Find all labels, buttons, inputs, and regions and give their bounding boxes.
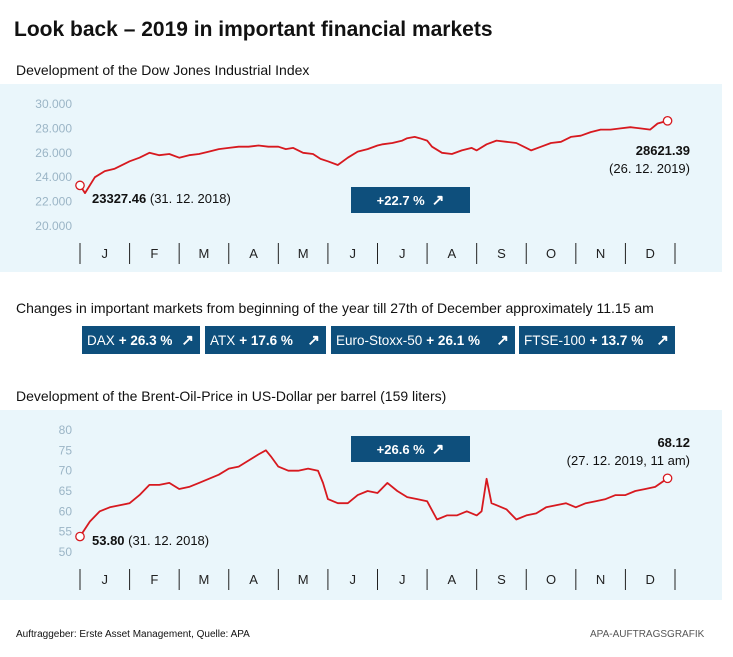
oil-month-label: A — [249, 572, 258, 587]
oil-change-badge: +26.6 % ↗ — [351, 436, 470, 462]
dow-change-badge: +22.7 % ↗ — [351, 187, 470, 213]
oil-y-tick-label: 75 — [59, 443, 73, 457]
market-name: FTSE-100 — [524, 332, 586, 348]
dow-start-point — [75, 180, 85, 191]
oil-end-label: 68.12 (27. 12. 2019, 11 am) — [520, 434, 690, 470]
oil-y-tick-label: 60 — [59, 504, 73, 518]
oil-month-label: N — [596, 572, 605, 587]
dow-end-value: 28621.39 — [635, 143, 690, 158]
oil-month-label: S — [497, 572, 506, 587]
market-change: + 13.7 % — [589, 332, 644, 348]
oil-month-label: A — [448, 572, 457, 587]
dow-month-label: O — [546, 246, 556, 261]
dow-month-label: A — [249, 246, 258, 261]
dow-change-value: +22.7 % — [376, 192, 425, 208]
arrow-up-right-icon: ↗ — [181, 332, 194, 349]
oil-y-tick-label: 70 — [59, 464, 73, 478]
oil-end-point — [662, 473, 673, 484]
market-badge-atx: ATX + 17.6 % ↗ — [205, 326, 326, 354]
dow-y-tick-label: 24.000 — [35, 170, 72, 184]
oil-end-value: 68.12 — [657, 435, 690, 450]
market-change: + 26.1 % — [426, 332, 480, 348]
dow-month-label: M — [199, 246, 210, 261]
dow-end-label: 28621.39 (26. 12. 2019) — [560, 142, 690, 178]
oil-y-tick-label: 55 — [59, 525, 73, 539]
market-badge-ftse: FTSE-100 + 13.7 % ↗ — [519, 326, 675, 354]
footer-source: Auftraggeber: Erste Asset Management, Qu… — [16, 629, 250, 640]
oil-y-tick-label: 80 — [59, 423, 73, 437]
oil-end-date: (27. 12. 2019, 11 am) — [566, 453, 690, 468]
oil-start-point — [75, 531, 85, 542]
dow-month-label: A — [448, 246, 457, 261]
dow-month-label: N — [596, 246, 605, 261]
footer-credit: APA-AUFTRAGSGRAFIK — [590, 629, 705, 640]
oil-y-tick-label: 65 — [59, 484, 73, 498]
page-title: Look back – 2019 in important financial … — [14, 18, 493, 41]
arrow-up-right-icon: ↗ — [496, 332, 509, 349]
dow-start-label: 23327.46 (31. 12. 2018) — [92, 191, 231, 206]
dow-y-tick-label: 20.000 — [35, 219, 72, 233]
oil-month-label: J — [102, 572, 109, 587]
dow-chart: 30.000 28.000 26.000 24.000 22.000 20.000 J F M A… — [35, 97, 676, 264]
dow-month-label: J — [349, 246, 356, 261]
oil-change-value: +26.6 % — [376, 441, 425, 457]
oil-month-label: M — [199, 572, 210, 587]
dow-end-point — [662, 115, 673, 126]
dow-month-label: D — [646, 246, 655, 261]
oil-month-label: O — [546, 572, 556, 587]
dow-y-tick-label: 28.000 — [35, 121, 72, 135]
oil-month-label: M — [298, 572, 309, 587]
market-name: Euro-Stoxx-50 — [336, 332, 423, 348]
oil-subtitle: Development of the Brent-Oil-Price in US… — [16, 388, 447, 404]
dow-chart-panel — [0, 84, 722, 272]
market-badge-dax: DAX + 26.3 % ↗ — [82, 326, 200, 354]
arrow-up-right-icon: ↗ — [431, 192, 445, 209]
dow-y-tick-label: 30.000 — [35, 97, 72, 111]
oil-chart: 80 75 70 65 60 55 50 J F M A M J J A S O N D — [59, 423, 676, 590]
market-name: DAX — [87, 332, 115, 348]
oil-y-tick-label: 50 — [59, 545, 73, 559]
dow-y-tick-label: 26.000 — [35, 146, 72, 160]
dow-month-label: F — [150, 246, 158, 261]
oil-start-date: (31. 12. 2018) — [128, 533, 210, 548]
dow-end-date: (26. 12. 2019) — [609, 161, 690, 176]
dow-month-label: M — [298, 246, 309, 261]
oil-start-value: 53.80 — [92, 533, 125, 548]
market-change: + 17.6 % — [239, 332, 293, 348]
dow-y-tick-label: 22.000 — [35, 195, 72, 209]
dow-subtitle: Development of the Dow Jones Industrial … — [16, 62, 310, 78]
markets-heading: Changes in important markets from beginn… — [16, 300, 654, 316]
dow-start-date: (31. 12. 2018) — [149, 191, 231, 206]
arrow-up-right-icon: ↗ — [431, 441, 445, 458]
oil-series-line — [79, 449, 669, 537]
market-name: ATX — [210, 332, 236, 348]
dow-series-line — [79, 119, 668, 194]
oil-start-label: 53.80 (31. 12. 2018) — [92, 533, 209, 548]
dow-start-value: 23327.46 — [92, 191, 147, 206]
arrow-up-right-icon: ↗ — [307, 332, 320, 349]
dow-month-label: S — [497, 246, 506, 261]
market-badge-eurostoxx: Euro-Stoxx-50 + 26.1 % ↗ — [331, 326, 515, 354]
oil-month-label: F — [150, 572, 158, 587]
dow-month-label: J — [399, 246, 406, 261]
oil-month-label: J — [399, 572, 406, 587]
dow-month-label: J — [102, 246, 109, 261]
oil-month-label: D — [646, 572, 655, 587]
arrow-up-right-icon: ↗ — [656, 332, 669, 349]
market-change: + 26.3 % — [118, 332, 173, 348]
oil-month-label: J — [349, 572, 356, 587]
